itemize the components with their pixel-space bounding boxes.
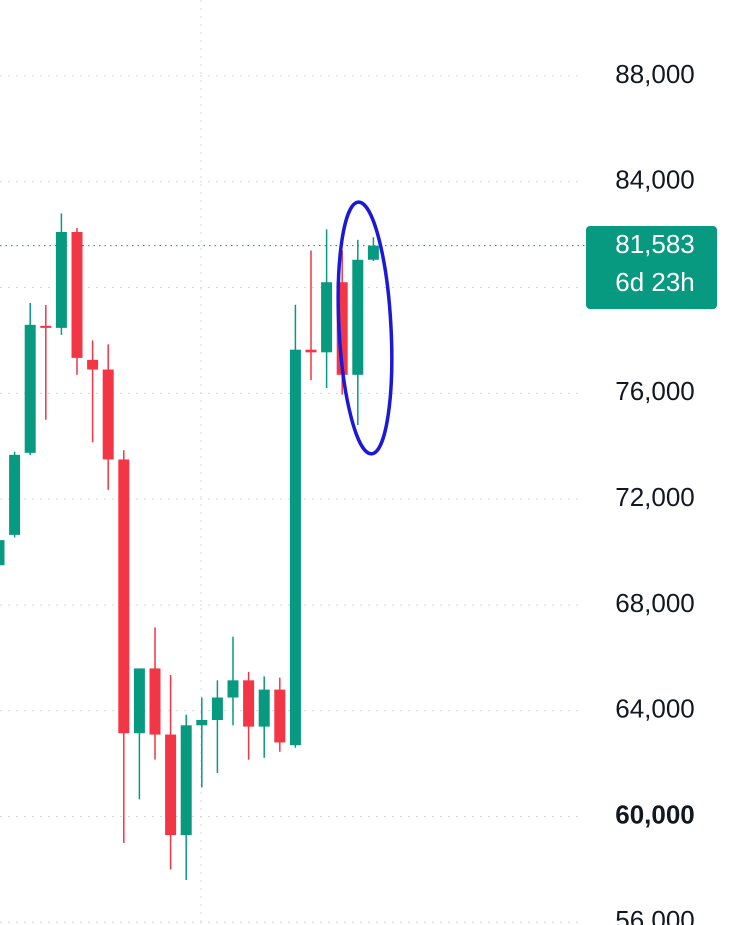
- candle-body: [118, 459, 130, 734]
- countdown-label: 6d 23h: [615, 267, 695, 297]
- candle-body: [367, 245, 379, 260]
- candle-body: [149, 668, 161, 735]
- candle-body: [55, 231, 67, 328]
- candle-body: [102, 369, 114, 460]
- candle-body: [133, 668, 145, 734]
- y-tick-label: 56,000: [615, 905, 695, 925]
- last-price-label: 81,583: [615, 229, 695, 259]
- candle-body: [258, 689, 270, 727]
- candle-body: [243, 680, 255, 727]
- candle-body: [289, 349, 301, 746]
- candle-body: [165, 734, 177, 836]
- y-tick-label: 64,000: [615, 694, 695, 724]
- candle-body: [40, 325, 52, 328]
- badge-background: [586, 226, 717, 309]
- annotation-circle: [336, 200, 394, 456]
- candles: [0, 213, 379, 881]
- price-badge: 81,583 6d 23h: [586, 226, 717, 309]
- candle-body: [87, 359, 99, 370]
- candle-body: [274, 689, 286, 743]
- candle-body: [352, 259, 364, 375]
- candle-body: [227, 680, 239, 698]
- candle-body: [211, 697, 223, 721]
- y-tick-label: 76,000: [615, 376, 695, 406]
- y-tick-label: 68,000: [615, 588, 695, 618]
- candle-body: [24, 324, 36, 453]
- y-tick-label: 60,000: [615, 799, 695, 829]
- candle-body: [71, 231, 83, 358]
- candle-body: [305, 349, 317, 353]
- y-tick-label: 84,000: [615, 165, 695, 195]
- y-tick-label: 72,000: [615, 482, 695, 512]
- candle-body: [9, 454, 21, 535]
- candle-body: [336, 282, 348, 375]
- candle-body: [180, 725, 192, 836]
- candle-body: [196, 720, 208, 726]
- candle-body: [321, 282, 333, 353]
- y-tick-label: 88,000: [615, 59, 695, 89]
- candle-body: [0, 540, 5, 566]
- price-axis: 56,00060,00064,00068,00072,00076,00080,0…: [615, 59, 695, 925]
